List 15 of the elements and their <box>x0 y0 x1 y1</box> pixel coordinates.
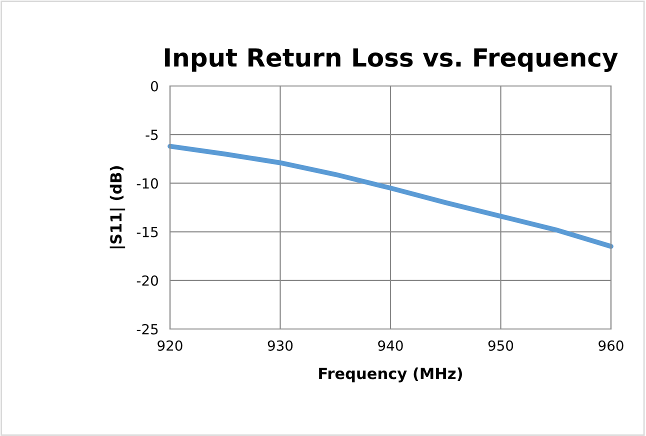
y-tick-label: -25 <box>136 324 158 334</box>
y-tick-label: -20 <box>136 275 158 286</box>
y-axis-title: |S11| (dB) <box>110 166 126 248</box>
x-tick-label: 950 <box>488 340 514 351</box>
y-tick-label: -10 <box>136 178 158 189</box>
x-tick-label: 930 <box>268 340 293 351</box>
x-tick-label: 960 <box>598 340 624 351</box>
x-tick-label: 920 <box>158 340 182 351</box>
line-series <box>168 144 614 249</box>
x-axis-title: Frequency (MHz) <box>319 367 462 382</box>
y-tick-label: 0 <box>150 80 158 92</box>
chart-title: Input Return Loss vs. Frequency <box>165 48 618 72</box>
y-tick-label: -15 <box>136 226 158 238</box>
y-tick-label: -5 <box>146 130 158 140</box>
x-tick-label: 940 <box>378 340 403 351</box>
